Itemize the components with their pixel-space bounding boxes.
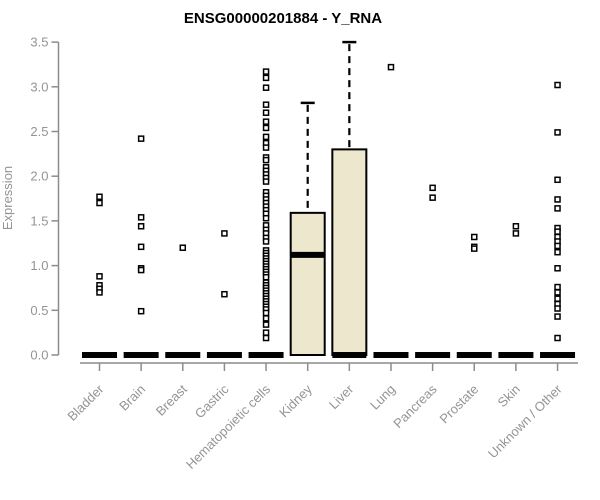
outlier-point [554,289,561,296]
median-pancreas [415,352,451,358]
x-tick-label-gastric: Gastric [192,381,232,421]
y-tick-label: 0.0 [30,348,48,363]
y-axis-title: Expression [0,166,15,230]
plot-area: 0.0 0.5 1.0 1.5 2.0 2.5 3.0 3.5 Bladder Brain Brea… [30,35,578,472]
outlier-point [96,193,103,201]
outlier-point [554,265,561,272]
outlier-point [262,118,270,125]
y-tick-label: 0.5 [30,303,48,318]
outlier-point [221,290,228,298]
outlier-point [262,321,270,328]
x-tick-label-kidney: Kidney [276,381,315,420]
box-liver [331,148,368,356]
median-hematopoietic-cells [248,352,284,358]
outlier-point [262,68,270,75]
outlier-point [262,329,270,336]
x-tick-label-pancreas: Pancreas [390,381,440,431]
outlier-point [262,309,270,317]
outlier-point [137,266,145,274]
median-lung [373,352,409,358]
median-skin [498,352,534,358]
outlier-point [262,315,270,322]
outlier-point [137,223,145,230]
outlier-point [137,135,145,142]
median-liver [332,352,367,358]
outlier-point [96,289,103,296]
x-tick-label-lung: Lung [367,382,398,413]
median-prostate [456,352,492,358]
outlier-point [262,334,270,342]
outlier-point [387,63,395,71]
outlier-point [429,184,436,192]
outlier-point [554,334,561,342]
outlier-point [554,196,561,203]
outlier-point [262,273,270,281]
median-gastric [206,352,242,358]
outlier-point [262,214,270,222]
outlier-point [262,133,270,141]
outlier-point [137,307,145,315]
outlier-point [262,124,270,132]
outlier-point [554,242,561,250]
median-breast [165,352,201,358]
median-brain [123,352,159,358]
median-kidney [290,251,325,258]
outlier-point [554,305,561,312]
y-tick-label: 1.0 [30,258,48,273]
x-tick-label-liver: Liver [326,381,357,412]
outlier-point [221,230,228,237]
outlier-point [429,194,436,201]
x-tick-label-unknown-other: Unknown / Other [485,381,565,461]
y-tick-label: 3.5 [30,35,48,50]
outlier-point [554,81,561,89]
outlier-point [262,178,270,185]
x-tick-label-brain: Brain [116,382,148,414]
outlier-point [554,295,561,302]
outlier-point [262,101,270,108]
outlier-point [554,248,561,256]
outlier-point [471,233,478,241]
outlier-point [262,156,270,164]
outlier-point [554,205,561,212]
outlier-point [554,228,561,235]
median-bladder [82,352,117,358]
outlier-point [471,245,478,252]
outlier-point [554,313,561,320]
median-unknown-other [540,352,576,358]
box-kidney [289,211,326,356]
y-tick-label: 2.5 [30,124,48,139]
outlier-point [262,109,270,116]
outlier-point [554,283,561,291]
outlier-point [137,214,145,221]
outlier-point [554,129,561,136]
outlier-point [96,273,103,280]
outlier-point [512,230,520,237]
y-tick-label: 3.0 [30,79,48,94]
x-tick-label-skin: Skin [495,382,523,410]
x-tick-label-bladder: Bladder [64,381,107,424]
x-tick-label-breast: Breast [153,381,190,418]
chart-title: ENSG00000201884 - Y_RNA [184,10,382,27]
outlier-point [262,74,270,82]
outlier-point [262,144,270,151]
outlier-point [179,244,187,251]
outlier-point [137,243,145,251]
outlier-point [262,84,270,91]
outlier-point [96,199,103,207]
y-tick-label: 1.5 [30,213,48,228]
outlier-point [554,176,561,184]
outlier-point [512,223,520,230]
y-tick-label: 2.0 [30,169,48,184]
outlier-point [262,238,270,245]
x-tick-label-prostate: Prostate [437,382,482,427]
